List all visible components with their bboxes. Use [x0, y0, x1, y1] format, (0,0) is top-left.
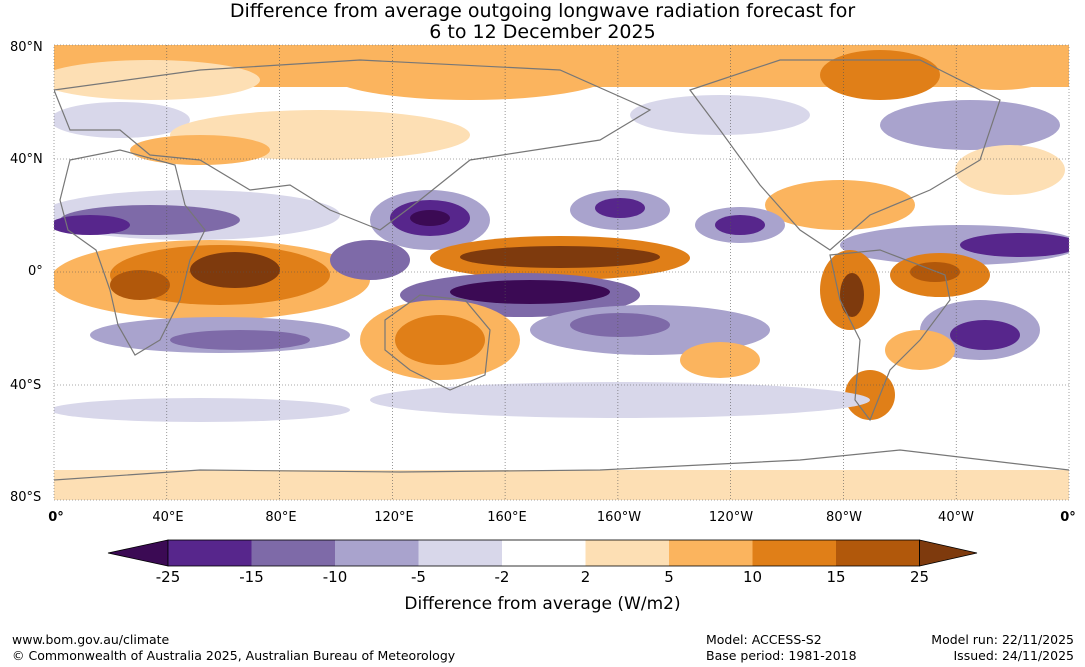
colorbar-max-arrow: [919, 539, 978, 567]
lon-label-80e: 80°E: [265, 510, 297, 525]
colorbar-frame: [167, 539, 920, 567]
colorbar-tick: 25: [909, 568, 930, 586]
colorbar-segment: [752, 540, 836, 566]
colorbar-tick: 5: [664, 568, 674, 586]
australia-outline: [384, 294, 491, 391]
lat-label-40s: 40°S: [10, 378, 42, 393]
lon-label-120e: 120°E: [374, 510, 414, 525]
pacific-warm-core: [460, 246, 660, 268]
south-atlantic-cool-core: [950, 320, 1020, 350]
colorbar-segment: [585, 540, 669, 566]
southern-ocean-cool-band: [370, 382, 870, 418]
lon-label-40w: 40°W: [938, 510, 974, 525]
colorbar: [107, 539, 978, 567]
map-title-line1: Difference from average outgoing longwav…: [229, 0, 856, 22]
canada-warm-patch: [940, 50, 1060, 90]
lon-label-0-east: 0°: [1060, 510, 1076, 525]
colorbar-title: Difference from average (W/m2): [404, 594, 681, 614]
lat-label-80s: 80°S: [10, 490, 42, 505]
graticule: [54, 45, 1069, 500]
north-america-outline: [689, 59, 1001, 251]
lon-label-0-west: 0°: [48, 510, 64, 525]
colorbar-segment: [251, 540, 335, 566]
southern-indian-cool-core: [170, 330, 310, 350]
north-russia-warm-patch: [54, 60, 260, 100]
colorbar-segment: [502, 540, 586, 566]
south-america-outline: [829, 249, 951, 422]
antarctica-outline: [54, 449, 1069, 481]
lat-label-equator: 0°: [28, 264, 43, 279]
philippines-cool-core: [410, 210, 450, 226]
australia-warm-core: [395, 315, 485, 365]
lat-label-80n: 80°N: [10, 40, 43, 55]
east-africa-warm-core: [110, 270, 170, 300]
colorbar-tick: 15: [826, 568, 846, 586]
footer-model-run: Model run: 22/11/2025: [931, 632, 1074, 647]
footer-issued: Issued: 24/11/2025: [953, 648, 1075, 663]
colorbar-tick: -2: [494, 568, 510, 586]
indian-ocean-warm-core: [190, 252, 280, 288]
north-atlantic-warm-patch: [955, 145, 1065, 195]
lon-label-40e: 40°E: [152, 510, 184, 525]
colorbar-tick: -5: [411, 568, 426, 586]
colorbar-tick: -25: [155, 568, 181, 586]
indonesia-cool-core: [450, 280, 610, 304]
north-america-cool-patch: [880, 100, 1060, 150]
map-border: [53, 44, 1070, 501]
colorbar-tick: 2: [580, 568, 591, 586]
footer-copyright: © Commonwealth of Australia 2025, Austra…: [12, 648, 456, 663]
central-america-cool-core: [715, 215, 765, 235]
patagonia-warm: [845, 370, 895, 420]
colorbar-tick: -10: [322, 568, 348, 586]
footer-base-period: Base period: 1981-2018: [706, 648, 857, 663]
europe-cool-patch: [54, 102, 190, 138]
maritime-continent-cool: [330, 240, 410, 280]
colorbar-tick: 10: [742, 568, 763, 586]
colorbar-segment: [168, 540, 252, 566]
colorbar-segment: [418, 540, 502, 566]
colorbar-min-arrow: [107, 539, 169, 567]
atlantic-itcz-cool-core: [960, 233, 1069, 257]
siberia-warm-patch: [330, 50, 610, 100]
lon-label-160w: 160°W: [596, 510, 642, 525]
usa-warm-patch: [765, 180, 915, 230]
west-africa-cool-core: [54, 215, 130, 235]
coastlines: [54, 59, 1069, 481]
colorbar-segment: [669, 540, 753, 566]
anomaly-field: [54, 45, 1069, 500]
south-pacific-cool-core: [570, 313, 670, 337]
lon-label-160e: 160°E: [487, 510, 527, 525]
map-title-line2: 6 to 12 December 2025: [429, 21, 656, 43]
lat-label-40n: 40°N: [10, 152, 43, 167]
footer-url[interactable]: www.bom.gov.au/climate: [12, 632, 170, 647]
footer-model: Model: ACCESS-S2: [706, 632, 822, 647]
lon-label-120w: 120°W: [708, 510, 754, 525]
brazil-warm-core: [910, 262, 960, 282]
eurasia-outline: [54, 59, 652, 231]
africa-outline: [59, 149, 206, 356]
colorbar-segment: [335, 540, 419, 566]
antarctic-positive-band: [54, 470, 1069, 500]
lon-label-80w: 80°W: [826, 510, 862, 525]
north-pacific-cool-core: [595, 198, 645, 218]
south-america-warm-core: [840, 273, 864, 317]
argentina-warm: [885, 330, 955, 370]
southern-ocean-cool-band-west: [54, 398, 350, 422]
colorbar-tick: -15: [239, 568, 264, 586]
mediterranean-warm-patch: [130, 135, 270, 165]
colorbar-segment: [836, 540, 920, 566]
southeast-pacific-warm: [680, 342, 760, 378]
alaska-warm-patch: [820, 50, 940, 100]
north-pacific-cool-patch: [630, 95, 810, 135]
